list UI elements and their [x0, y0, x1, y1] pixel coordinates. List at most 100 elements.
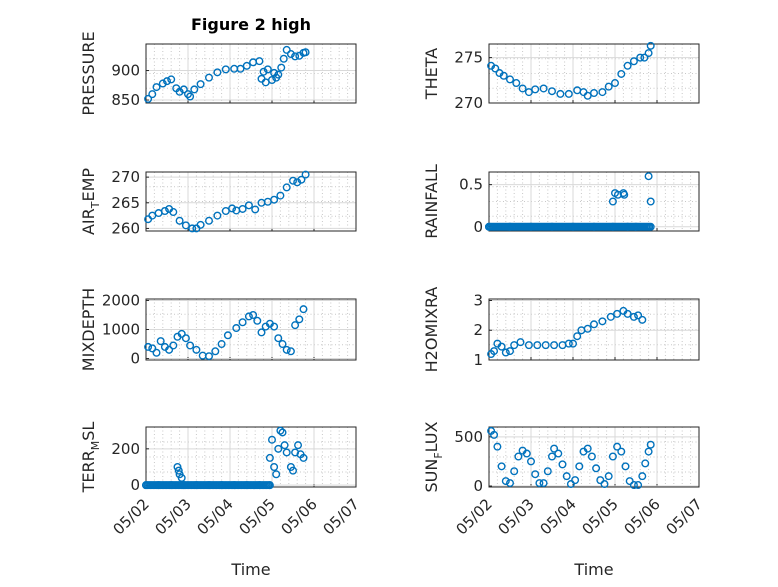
- x-tick-label: 05/02: [453, 495, 496, 538]
- data-point: [190, 85, 199, 94]
- data-point: [213, 211, 222, 220]
- data-point: [158, 79, 167, 88]
- data-point: [174, 466, 183, 475]
- y-tick-label: 500: [454, 428, 483, 446]
- data-point: [268, 435, 277, 444]
- data-point: [510, 467, 519, 476]
- data-point: [571, 476, 580, 485]
- data-point: [592, 464, 601, 473]
- data-point: [640, 53, 649, 62]
- data-point: [516, 338, 525, 347]
- data-point: [566, 480, 575, 489]
- data-point: [575, 462, 584, 471]
- data-point: [299, 453, 308, 462]
- data-point: [160, 206, 169, 215]
- data-point: [550, 341, 559, 350]
- data-point: [604, 472, 613, 481]
- data-point: [608, 197, 617, 206]
- y-tick-label: 1000: [102, 321, 140, 339]
- data-point: [181, 221, 190, 230]
- data-point: [244, 312, 253, 321]
- data-point: [506, 75, 515, 84]
- y-tick-label: 270: [111, 168, 140, 186]
- data-point: [291, 321, 300, 330]
- y-tick-label: 0.5: [459, 176, 483, 194]
- data-point: [634, 481, 643, 490]
- x-tick-label: 05/03: [495, 495, 538, 538]
- y-axis-label: THETA: [422, 48, 441, 100]
- axes-frame: [145, 43, 357, 104]
- data-point: [217, 340, 226, 349]
- x-tick-label: 05/06: [621, 495, 664, 538]
- y-axis-label: AIRTEMP: [79, 168, 102, 235]
- data-point: [253, 316, 262, 325]
- data-point: [634, 311, 643, 320]
- data-point: [608, 452, 617, 461]
- data-point: [179, 85, 188, 94]
- data-point: [282, 183, 291, 192]
- data-point: [646, 41, 655, 50]
- data-point: [490, 430, 499, 439]
- data-point: [490, 347, 499, 356]
- y-tick-label: 2: [473, 321, 483, 339]
- data-point: [629, 57, 638, 66]
- x-axis-label-right: Time: [573, 560, 613, 579]
- y-axis-label: TERRMSL: [79, 422, 102, 494]
- data-point: [518, 84, 527, 93]
- data-point: [169, 208, 178, 217]
- data-point: [623, 309, 632, 318]
- data-point: [238, 204, 247, 213]
- data-point: [629, 312, 638, 321]
- data-point: [613, 442, 622, 451]
- data-point: [244, 201, 253, 210]
- data-point: [272, 470, 281, 479]
- x-tick-label: 05/02: [110, 495, 153, 538]
- y-tick-label: 0: [473, 218, 483, 236]
- y-tick-label: 2000: [102, 291, 140, 309]
- axes-frame: [488, 298, 700, 361]
- data-point: [204, 352, 213, 361]
- data-point: [238, 318, 247, 327]
- data-point: [644, 447, 653, 456]
- data-point: [181, 334, 190, 343]
- y-tick-label: 275: [454, 49, 483, 67]
- data-point: [295, 315, 304, 324]
- subplot-grid: 850 900 PRESSURE 270 275 THETA 260 265 270 AIRTEM…: [79, 31, 706, 538]
- data-point: [257, 328, 266, 337]
- data-point: [228, 204, 237, 213]
- data-point: [186, 92, 195, 101]
- data-point: [282, 45, 291, 54]
- data-point: [259, 67, 268, 76]
- data-point: [596, 476, 605, 485]
- data-point: [156, 337, 165, 346]
- y-tick-label: 850: [111, 91, 140, 109]
- y-axis-label: PRESSURE: [79, 31, 98, 115]
- data-point: [265, 453, 274, 462]
- data-point: [564, 339, 573, 348]
- y-tick-label: 260: [111, 219, 140, 237]
- data-point: [277, 63, 286, 72]
- data-point: [301, 170, 310, 179]
- data-point: [255, 57, 264, 66]
- data-point: [598, 88, 607, 97]
- data-point: [274, 444, 283, 453]
- y-axis-label: MIXDEPTH: [79, 288, 98, 371]
- data-point: [291, 52, 300, 61]
- data-point: [638, 315, 647, 324]
- data-point: [535, 479, 544, 488]
- x-tick-label: 05/06: [278, 495, 321, 538]
- data-point: [183, 90, 192, 99]
- data-point: [645, 222, 654, 231]
- data-point: [623, 61, 632, 70]
- data-point: [506, 347, 515, 356]
- data-point: [527, 457, 536, 466]
- figure-title: Figure 2 high: [191, 15, 311, 34]
- data-point: [148, 90, 157, 99]
- data-point: [524, 341, 533, 350]
- data-point: [629, 481, 638, 490]
- data-point: [204, 73, 213, 82]
- data-point: [644, 172, 653, 181]
- data-point: [175, 216, 184, 225]
- data-point: [638, 472, 647, 481]
- y-tick-label: 200: [111, 440, 140, 458]
